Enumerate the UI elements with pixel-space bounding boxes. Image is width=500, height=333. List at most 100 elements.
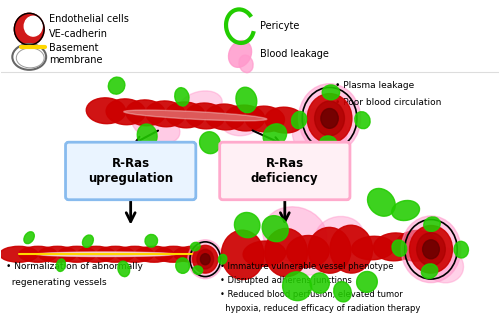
Text: Pericyte: Pericyte xyxy=(260,21,300,31)
Ellipse shape xyxy=(290,245,330,275)
Ellipse shape xyxy=(190,242,200,251)
Ellipse shape xyxy=(200,254,210,265)
Ellipse shape xyxy=(314,216,364,258)
Ellipse shape xyxy=(310,273,330,293)
Ellipse shape xyxy=(188,240,222,279)
Ellipse shape xyxy=(108,77,125,94)
Ellipse shape xyxy=(178,91,222,120)
Ellipse shape xyxy=(320,136,337,151)
Ellipse shape xyxy=(174,88,189,106)
Text: • Disrupted adherens junctions: • Disrupted adherens junctions xyxy=(220,276,352,285)
Ellipse shape xyxy=(24,232,34,244)
Ellipse shape xyxy=(292,112,306,129)
Ellipse shape xyxy=(424,217,440,231)
Ellipse shape xyxy=(243,241,286,266)
Ellipse shape xyxy=(355,112,370,129)
Ellipse shape xyxy=(106,99,146,125)
Ellipse shape xyxy=(197,249,214,269)
Ellipse shape xyxy=(222,230,264,279)
Text: • Plasma leakage: • Plasma leakage xyxy=(334,81,414,90)
Ellipse shape xyxy=(226,105,264,131)
FancyBboxPatch shape xyxy=(66,142,196,200)
Ellipse shape xyxy=(422,240,440,259)
Ellipse shape xyxy=(154,246,192,262)
Ellipse shape xyxy=(410,225,453,273)
Ellipse shape xyxy=(265,107,304,133)
Ellipse shape xyxy=(262,216,288,242)
FancyBboxPatch shape xyxy=(220,142,350,200)
Ellipse shape xyxy=(239,55,253,73)
Ellipse shape xyxy=(374,233,416,261)
Text: Endothelial cells: Endothelial cells xyxy=(49,14,129,24)
Ellipse shape xyxy=(292,109,347,158)
Ellipse shape xyxy=(56,259,66,271)
Ellipse shape xyxy=(265,228,308,277)
Text: • Poor blood circulation: • Poor blood circulation xyxy=(334,99,441,108)
Ellipse shape xyxy=(176,258,190,273)
Ellipse shape xyxy=(392,200,419,220)
Ellipse shape xyxy=(118,261,130,277)
Text: R-Ras
deficiency: R-Ras deficiency xyxy=(251,157,318,185)
Ellipse shape xyxy=(416,233,446,266)
Ellipse shape xyxy=(322,85,340,100)
Ellipse shape xyxy=(146,101,185,127)
Ellipse shape xyxy=(368,188,395,216)
Ellipse shape xyxy=(131,107,180,144)
Ellipse shape xyxy=(314,101,344,136)
Ellipse shape xyxy=(124,110,267,121)
Text: • Normalization of abnormally: • Normalization of abnormally xyxy=(6,262,143,271)
Ellipse shape xyxy=(356,271,378,292)
Ellipse shape xyxy=(96,246,134,262)
Ellipse shape xyxy=(186,103,225,129)
Ellipse shape xyxy=(221,111,259,136)
Ellipse shape xyxy=(138,124,157,147)
Ellipse shape xyxy=(174,246,212,262)
Ellipse shape xyxy=(454,241,468,258)
Ellipse shape xyxy=(192,245,218,273)
Text: regenerating vessels: regenerating vessels xyxy=(6,278,107,287)
Ellipse shape xyxy=(262,207,327,262)
Ellipse shape xyxy=(206,104,245,130)
Text: hypoxia, reduced efficacy of radiation therapy: hypoxia, reduced efficacy of radiation t… xyxy=(220,304,420,313)
Ellipse shape xyxy=(135,246,173,262)
Ellipse shape xyxy=(24,16,42,36)
Ellipse shape xyxy=(234,212,260,238)
Text: Basement
membrane: Basement membrane xyxy=(49,43,102,65)
Ellipse shape xyxy=(236,87,257,113)
Ellipse shape xyxy=(334,282,351,302)
Ellipse shape xyxy=(14,13,44,45)
Text: VE-cadherin: VE-cadherin xyxy=(49,29,108,39)
Ellipse shape xyxy=(422,264,438,278)
Ellipse shape xyxy=(352,236,395,260)
Ellipse shape xyxy=(424,247,464,283)
Ellipse shape xyxy=(82,235,94,247)
Ellipse shape xyxy=(145,234,158,247)
Ellipse shape xyxy=(218,254,227,264)
Text: • Immature vulnerable vessel phenotype: • Immature vulnerable vessel phenotype xyxy=(220,262,394,271)
Ellipse shape xyxy=(330,225,372,273)
Ellipse shape xyxy=(263,124,286,147)
Ellipse shape xyxy=(321,109,338,128)
Text: • Reduced blood perfusion, elevated tumor: • Reduced blood perfusion, elevated tumo… xyxy=(220,290,403,299)
Ellipse shape xyxy=(200,132,220,154)
Ellipse shape xyxy=(36,252,175,257)
Text: R-Ras
upregulation: R-Ras upregulation xyxy=(88,157,173,185)
Ellipse shape xyxy=(40,252,171,256)
Ellipse shape xyxy=(308,227,351,273)
Ellipse shape xyxy=(116,246,154,262)
Ellipse shape xyxy=(126,100,166,126)
Ellipse shape xyxy=(58,246,96,262)
Ellipse shape xyxy=(0,246,38,262)
Ellipse shape xyxy=(77,246,116,262)
Ellipse shape xyxy=(307,94,352,143)
Ellipse shape xyxy=(245,106,284,132)
Ellipse shape xyxy=(401,216,461,283)
Ellipse shape xyxy=(395,230,438,261)
Ellipse shape xyxy=(193,266,202,274)
Ellipse shape xyxy=(228,41,252,67)
Ellipse shape xyxy=(282,272,312,301)
Text: Blood leakage: Blood leakage xyxy=(260,49,329,59)
Ellipse shape xyxy=(298,84,360,153)
Ellipse shape xyxy=(38,246,76,262)
Ellipse shape xyxy=(166,102,205,128)
